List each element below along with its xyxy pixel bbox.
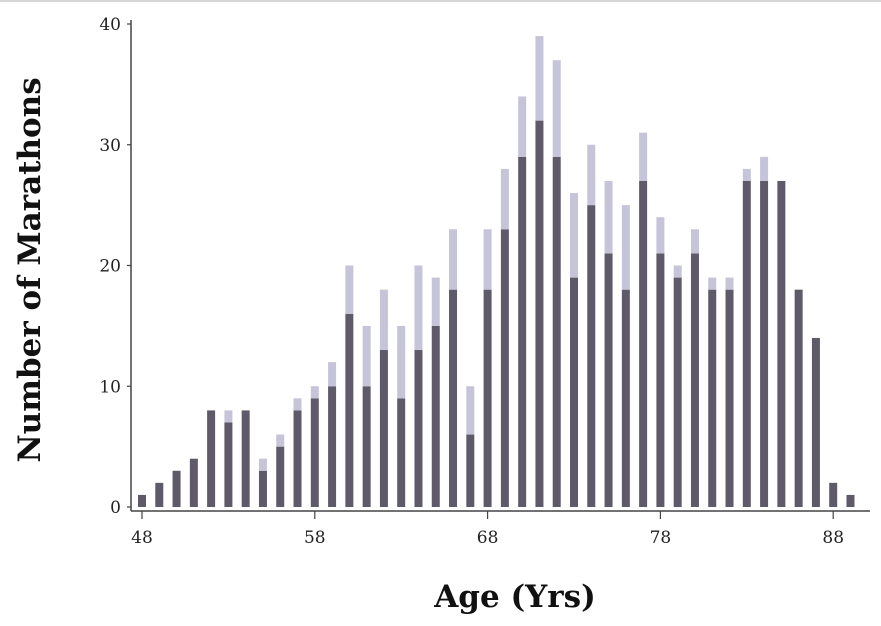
x-axis-title: Age (Yrs) bbox=[433, 579, 596, 615]
bar-primary-54 bbox=[241, 410, 250, 507]
bar-secondary-56 bbox=[276, 434, 285, 447]
y-axis-title: Number of Marathons bbox=[12, 77, 48, 462]
bar-primary-72 bbox=[552, 156, 561, 507]
bar-primary-55 bbox=[258, 470, 267, 507]
bar-primary-59 bbox=[328, 386, 337, 507]
bar-secondary-83 bbox=[742, 168, 751, 181]
bar-primary-60 bbox=[345, 313, 354, 507]
bar-primary-80 bbox=[690, 253, 699, 507]
bar-primary-74 bbox=[587, 205, 596, 508]
bar-secondary-72 bbox=[552, 60, 561, 157]
bar-secondary-63 bbox=[397, 325, 406, 399]
x-tick-label-48: 48 bbox=[131, 528, 153, 548]
bar-primary-58 bbox=[310, 398, 319, 507]
bar-secondary-71 bbox=[535, 36, 544, 121]
bar-secondary-69 bbox=[500, 168, 509, 230]
y-tick-label-40: 40 bbox=[99, 15, 121, 35]
bar-primary-82 bbox=[725, 289, 734, 507]
y-tick-label-0: 0 bbox=[110, 498, 121, 518]
bar-primary-49 bbox=[155, 482, 164, 507]
bar-secondary-75 bbox=[604, 180, 613, 254]
bar-secondary-79 bbox=[673, 265, 682, 278]
bar-primary-48 bbox=[138, 494, 146, 507]
bar-primary-68 bbox=[483, 289, 492, 507]
bar-secondary-65 bbox=[431, 277, 440, 326]
bar-secondary-55 bbox=[258, 458, 267, 471]
bar-primary-63 bbox=[397, 398, 406, 507]
bar-primary-53 bbox=[224, 422, 233, 507]
bar-primary-67 bbox=[466, 434, 475, 507]
bar-primary-50 bbox=[172, 470, 181, 507]
bar-primary-88 bbox=[829, 482, 838, 507]
bar-secondary-78 bbox=[656, 217, 665, 254]
bar-secondary-80 bbox=[690, 229, 699, 254]
bar-primary-85 bbox=[777, 180, 786, 507]
y-tick-label-20: 20 bbox=[99, 257, 121, 277]
bar-secondary-57 bbox=[293, 398, 302, 411]
x-tick-labels: 48 58 68 78 88 bbox=[131, 511, 844, 548]
bar-primary-87 bbox=[811, 337, 820, 507]
bar-secondary-70 bbox=[518, 96, 527, 157]
bar-secondary-84 bbox=[760, 156, 769, 181]
bar-primary-70 bbox=[518, 156, 527, 507]
bar-secondary-53 bbox=[224, 410, 233, 423]
bar-primary-86 bbox=[794, 289, 803, 507]
bar-primary-66 bbox=[449, 289, 458, 507]
bar-secondary-77 bbox=[639, 132, 648, 181]
bar-primary-51 bbox=[189, 458, 198, 507]
bar-secondary-59 bbox=[328, 362, 337, 387]
bar-primary-89 bbox=[846, 494, 855, 507]
top-border bbox=[0, 0, 881, 2]
bar-primary-79 bbox=[673, 277, 682, 507]
y-tick-label-30: 30 bbox=[99, 136, 121, 156]
y-tick-label-10: 10 bbox=[99, 377, 121, 397]
bar-secondary-62 bbox=[379, 289, 388, 351]
bar-primary-65 bbox=[431, 325, 440, 508]
y-tick-labels: 0 10 20 30 40 bbox=[99, 15, 131, 518]
bar-primary-57 bbox=[293, 410, 302, 507]
x-tick-label-68: 68 bbox=[477, 528, 499, 548]
bar-primary-69 bbox=[500, 229, 509, 507]
bar-primary-73 bbox=[570, 277, 578, 507]
bar-secondary-76 bbox=[621, 205, 630, 290]
bar-secondary-74 bbox=[587, 144, 596, 206]
bar-primary-62 bbox=[379, 350, 388, 507]
bar-primary-75 bbox=[604, 253, 613, 507]
bar-secondary-58 bbox=[310, 386, 319, 399]
bar-secondary-73 bbox=[570, 193, 578, 278]
bar-secondary-64 bbox=[414, 265, 423, 351]
bar-primary-81 bbox=[708, 289, 717, 507]
bar-primary-71 bbox=[535, 120, 544, 507]
x-tick-label-58: 58 bbox=[304, 528, 326, 548]
bar-secondary-82 bbox=[725, 277, 734, 290]
bar-primary-76 bbox=[621, 289, 630, 507]
bar-secondary-60 bbox=[345, 265, 354, 314]
bar-secondary-67 bbox=[466, 386, 475, 435]
bar-primary-84 bbox=[760, 180, 769, 507]
bar-primary-83 bbox=[742, 180, 751, 507]
bar-primary-78 bbox=[656, 253, 665, 507]
bar-primary-77 bbox=[639, 180, 648, 507]
bar-secondary-61 bbox=[362, 325, 371, 387]
bar-primary-52 bbox=[207, 410, 216, 507]
x-tick-label-88: 88 bbox=[822, 528, 844, 548]
bars-layer bbox=[138, 36, 855, 508]
bar-primary-61 bbox=[362, 386, 371, 507]
bar-secondary-66 bbox=[449, 229, 458, 290]
x-tick-label-78: 78 bbox=[650, 528, 672, 548]
bar-primary-64 bbox=[414, 350, 423, 507]
bar-secondary-68 bbox=[483, 229, 492, 290]
bar-secondary-81 bbox=[708, 277, 717, 290]
bar-primary-56 bbox=[276, 446, 285, 508]
